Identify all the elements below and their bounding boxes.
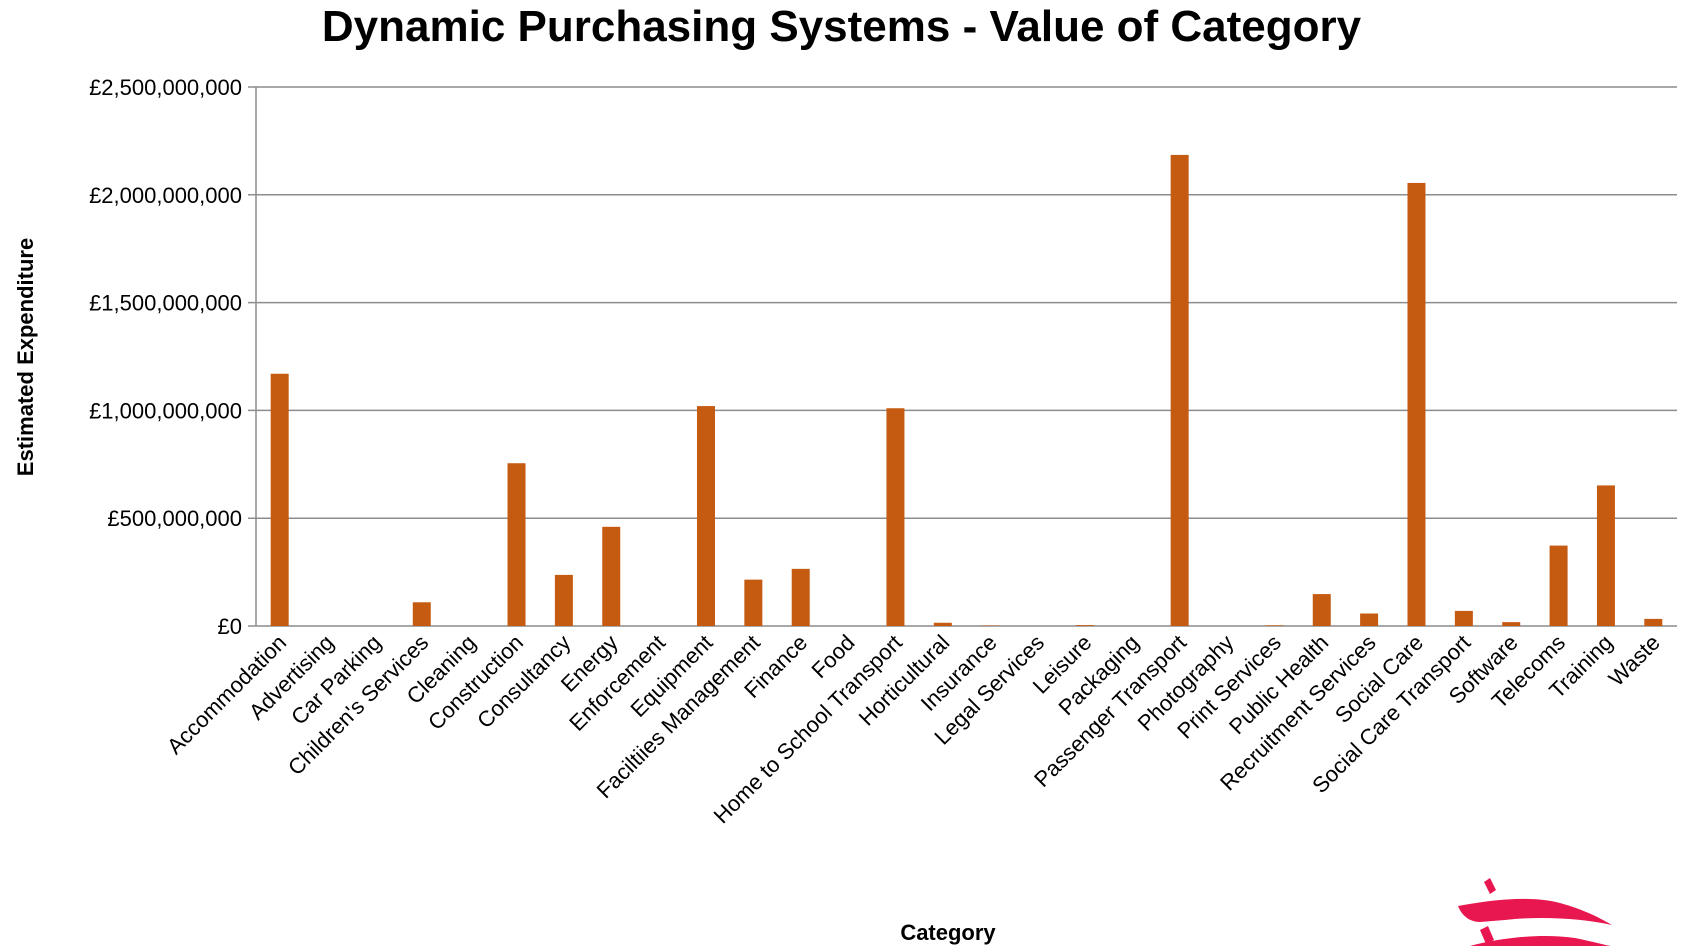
logo-blade-lower [1470,935,1612,946]
y-tick-label: £1,500,000,000 [89,291,242,316]
y-tick-label: £0 [218,614,242,639]
bar-19 [1170,154,1189,626]
gridlines [248,86,1677,627]
bar-29 [1644,618,1663,626]
council-crest-logo [1458,878,1612,946]
bar-21 [1265,625,1284,626]
bar-28 [1596,485,1615,626]
bar-9 [696,406,715,626]
bar-13 [886,408,905,626]
bar-26 [1502,622,1521,626]
bar-3 [412,602,431,626]
y-tick-label: £500,000,000 [107,506,242,531]
logo-notch-upper [1484,878,1496,894]
bars [270,154,1663,626]
x-tick-label: Waste [1604,630,1665,691]
logo-notch-lower [1480,926,1494,944]
x-axis-title: Category [900,920,996,945]
bar-7 [602,526,621,626]
bar-25 [1454,610,1473,626]
bar-0 [270,373,289,626]
bar-27 [1549,545,1568,626]
bar-5 [507,463,526,626]
bar-6 [554,574,573,626]
bar-10 [744,579,763,626]
bar-11 [791,568,810,626]
y-tick-label: £2,000,000,000 [89,183,242,208]
bar-22 [1312,594,1331,626]
y-axis-title: Estimated Expenditure [13,238,38,476]
bar-23 [1360,613,1379,626]
y-tick-label: £2,500,000,000 [89,75,242,100]
y-tick-label: £1,000,000,000 [89,398,242,423]
logo-blade-upper [1458,898,1612,925]
bar-14 [933,622,952,626]
bar-24 [1407,182,1426,626]
bar-17 [1075,625,1094,626]
y-axis-ticks: £0 £500,000,000 £1,000,000,000 £1,500,000,0… [89,75,242,639]
chart-title: Dynamic Purchasing Systems - Value of Ca… [321,2,1362,51]
